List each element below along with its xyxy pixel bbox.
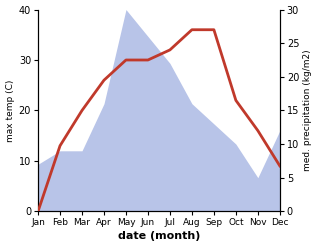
Y-axis label: med. precipitation (kg/m2): med. precipitation (kg/m2) <box>303 50 313 171</box>
X-axis label: date (month): date (month) <box>118 231 200 242</box>
Y-axis label: max temp (C): max temp (C) <box>5 79 15 142</box>
